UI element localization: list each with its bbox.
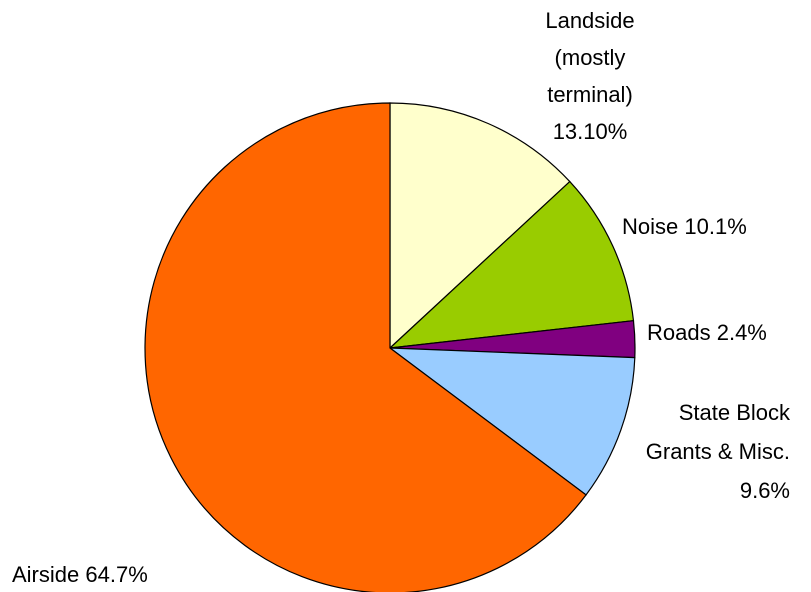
value-label: 64.7% (85, 562, 148, 587)
category-name: Airside (12, 562, 80, 587)
slice-label: State Block Grants & Misc. 9.6% (628, 393, 790, 510)
category-name: Landside (mostly terminal) (545, 8, 635, 107)
value-label: 2.4% (716, 320, 767, 345)
value-label: 10.1% (684, 214, 747, 239)
slice-label: Noise 10.1% (622, 212, 802, 242)
slice-label: Airside 64.7% (12, 560, 262, 590)
pie-slice (389, 102, 571, 350)
category-name: State Block Grants & Misc. (645, 400, 790, 464)
pie-slice (388, 347, 636, 496)
slice-label: Roads 2.4% (647, 318, 811, 348)
slice-label: Landside (mostly terminal) 13.10% (530, 2, 650, 150)
category-name: Noise (622, 214, 679, 239)
value-label: 13.10% (552, 119, 628, 144)
pie-slice (388, 180, 635, 349)
value-label: 9.6% (739, 478, 790, 503)
pie-slice (144, 102, 587, 592)
category-name: Roads (647, 320, 711, 345)
